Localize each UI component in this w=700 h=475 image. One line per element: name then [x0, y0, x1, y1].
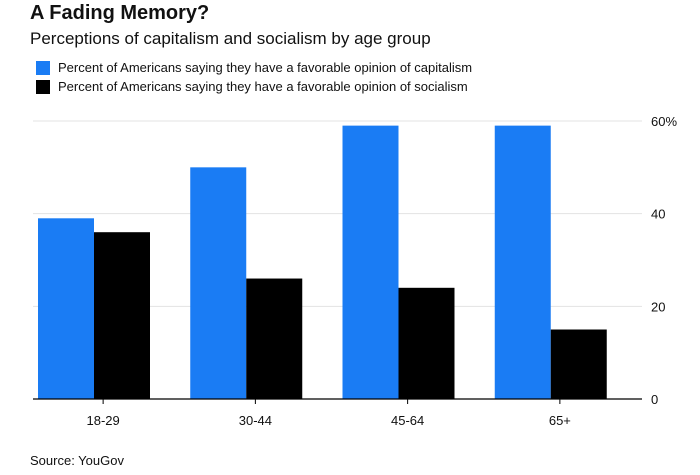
- legend-item-capitalism: Percent of Americans saying they have a …: [36, 60, 472, 75]
- chart-subtitle: Perceptions of capitalism and socialism …: [30, 29, 431, 48]
- bar-socialism: [94, 232, 150, 399]
- x-tick-label: 45-64: [391, 413, 424, 428]
- chart-title: A Fading Memory?: [30, 2, 210, 24]
- bar-capitalism: [190, 167, 247, 399]
- bar-socialism: [398, 287, 455, 399]
- legend-label-capitalism: Percent of Americans saying they have a …: [58, 60, 473, 75]
- x-tick-label: 65+: [549, 413, 571, 428]
- legend-item-socialism: Percent of Americans saying they have a …: [36, 79, 468, 94]
- x-tick-label: 18-29: [87, 413, 120, 428]
- bar-capitalism: [342, 125, 399, 399]
- y-tick-label: 40: [651, 207, 665, 222]
- y-tick-label: 0: [651, 392, 658, 407]
- legend-label-socialism: Percent of Americans saying they have a …: [58, 79, 468, 94]
- y-tick-label: 20: [651, 299, 665, 314]
- y-tick-label: 60%: [651, 114, 677, 129]
- legend-swatch-capitalism: [36, 60, 50, 75]
- bar-socialism: [550, 329, 607, 399]
- bar-socialism: [246, 278, 303, 399]
- bar-capitalism: [38, 218, 94, 399]
- x-tick-label: 30-44: [239, 413, 272, 428]
- legend-swatch-socialism: [36, 79, 50, 94]
- bar-capitalism: [494, 125, 551, 399]
- source-note: Source: YouGov: [30, 453, 124, 468]
